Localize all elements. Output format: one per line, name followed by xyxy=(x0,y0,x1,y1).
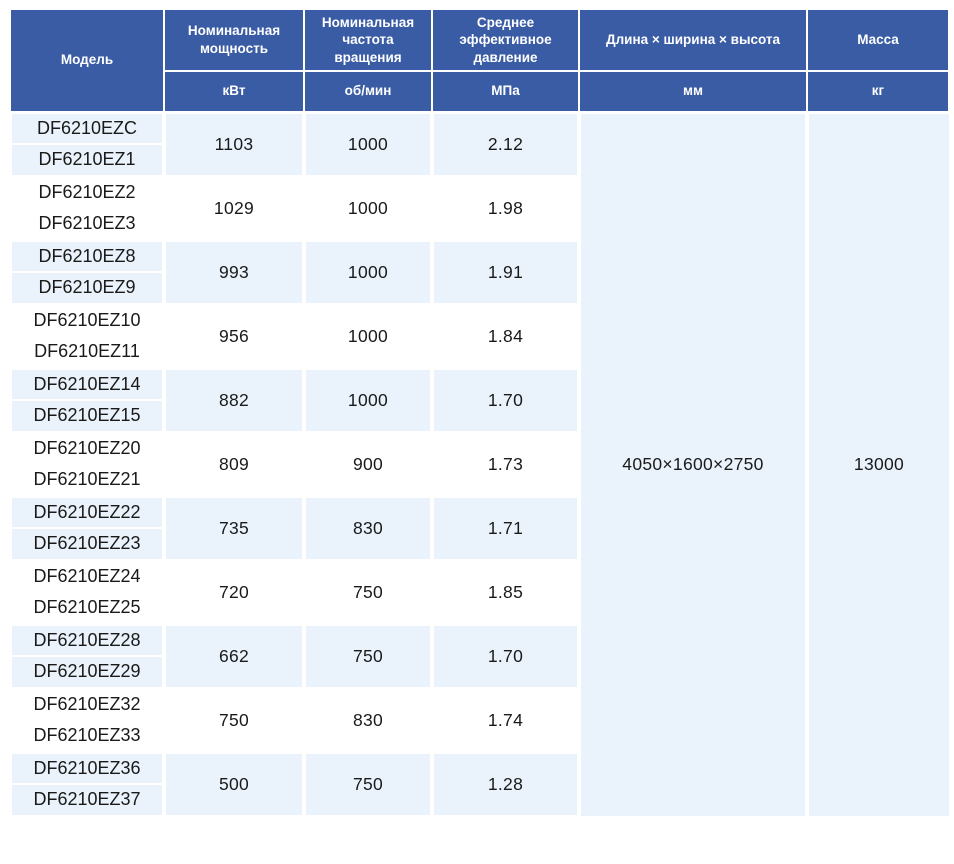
page: Модель Номинальная мощность Номинальная … xyxy=(0,8,954,818)
table-row: DF6210EZC 1103 1000 2.12 4050×1600×2750 13000 xyxy=(8,110,949,816)
speed-cell: 750 xyxy=(302,752,434,818)
table-row: DF6210EZ21 xyxy=(8,464,949,498)
model-cell: DF6210EZ33 xyxy=(8,720,166,754)
table-row: DF6210EZ10 956 1000 1.84 xyxy=(8,304,949,370)
spec-table: Модель Номинальная мощность Номинальная … xyxy=(8,8,950,818)
col-header-model: Модель xyxy=(9,8,165,113)
table-row: DF6210EZ24 720 750 1.85 xyxy=(8,560,949,626)
power-cell: 882 xyxy=(162,368,306,434)
model-cell: DF6210EZ14 xyxy=(8,368,166,401)
speed-cell: 1000 xyxy=(302,240,434,306)
pressure-cell: 2.12 xyxy=(430,110,581,178)
table-row: DF6210EZ32 750 830 1.74 xyxy=(8,688,949,754)
unit-dimensions: мм xyxy=(578,70,808,113)
unit-power: кВт xyxy=(163,70,305,113)
model-cell: DF6210EZ37 xyxy=(8,784,166,818)
pressure-cell: 1.74 xyxy=(430,688,581,754)
model-cell: DF6210EZ10 xyxy=(8,304,166,337)
col-header-speed: Номинальная частота вращения xyxy=(303,8,433,72)
header-label-row: Модель Номинальная мощность Номинальная … xyxy=(9,8,950,113)
speed-cell: 1000 xyxy=(302,304,434,370)
power-cell: 1103 xyxy=(162,110,306,178)
mass-cell: 13000 xyxy=(805,110,949,816)
table-row: DF6210EZ3 xyxy=(8,208,949,242)
pressure-cell: 1.98 xyxy=(430,176,581,242)
model-cell: DF6210EZ24 xyxy=(8,560,166,593)
col-header-power: Номинальная мощность xyxy=(163,8,305,72)
model-cell: DF6210EZ25 xyxy=(8,592,166,626)
table-row: DF6210EZ15 xyxy=(8,400,949,434)
table-row: DF6210EZ29 xyxy=(8,656,949,690)
header-unit-row: кВт об/мин МПа мм кг xyxy=(10,70,950,113)
speed-cell: 1000 xyxy=(302,176,434,242)
model-cell: DF6210EZ32 xyxy=(8,688,166,721)
unit-speed: об/мин xyxy=(303,70,433,113)
table-row: DF6210EZ36 500 750 1.28 xyxy=(8,752,949,818)
table-row: DF6210EZ33 xyxy=(8,720,949,754)
table-row: DF6210EZ28 662 750 1.70 xyxy=(8,624,949,690)
model-cell: DF6210EZ21 xyxy=(8,464,166,498)
table-row: DF6210EZ9 xyxy=(8,272,949,306)
col-header-pressure: Среднее эффективное давление xyxy=(431,8,580,72)
power-cell: 720 xyxy=(162,560,306,626)
power-cell: 809 xyxy=(162,432,306,498)
table-row: DF6210EZ2 1029 1000 1.98 xyxy=(8,176,949,242)
power-cell: 1029 xyxy=(162,176,306,242)
power-cell: 993 xyxy=(162,240,306,306)
pressure-cell: 1.70 xyxy=(430,624,581,690)
speed-cell: 900 xyxy=(302,432,434,498)
model-cell: DF6210EZ11 xyxy=(8,336,166,370)
pressure-cell: 1.28 xyxy=(430,752,581,818)
spec-table-header: Модель Номинальная мощность Номинальная … xyxy=(9,8,950,113)
unit-mass: кг xyxy=(806,70,950,113)
table-row: DF6210EZ11 xyxy=(8,336,949,370)
model-cell: DF6210EZ2 xyxy=(8,176,166,209)
model-cell: DF6210EZ23 xyxy=(8,528,166,562)
model-cell: DF6210EZ29 xyxy=(8,656,166,690)
power-cell: 750 xyxy=(162,688,306,754)
speed-cell: 750 xyxy=(302,560,434,626)
speed-cell: 1000 xyxy=(302,110,434,178)
table-row: DF6210EZ37 xyxy=(8,784,949,818)
col-header-dimensions: Длина × ширина × высота xyxy=(578,8,808,72)
power-cell: 500 xyxy=(162,752,306,818)
pressure-cell: 1.71 xyxy=(430,496,581,562)
speed-cell: 830 xyxy=(302,688,434,754)
model-cell: DF6210EZ20 xyxy=(8,432,166,465)
pressure-cell: 1.70 xyxy=(430,368,581,434)
pressure-cell: 1.84 xyxy=(430,304,581,370)
table-row: DF6210EZ23 xyxy=(8,528,949,562)
spec-table-body: DF6210EZC 1103 1000 2.12 4050×1600×2750 13000… xyxy=(8,110,949,818)
power-cell: 956 xyxy=(162,304,306,370)
model-cell: DF6210EZ36 xyxy=(8,752,166,785)
speed-cell: 830 xyxy=(302,496,434,562)
power-cell: 662 xyxy=(162,624,306,690)
pressure-cell: 1.91 xyxy=(430,240,581,306)
table-row: DF6210EZ1 xyxy=(8,144,949,178)
table-row: DF6210EZ22 735 830 1.71 xyxy=(8,496,949,562)
pressure-cell: 1.85 xyxy=(430,560,581,626)
table-row: DF6210EZ20 809 900 1.73 xyxy=(8,432,949,498)
table-row: DF6210EZ25 xyxy=(8,592,949,626)
unit-pressure: МПа xyxy=(431,70,580,113)
model-cell: DF6210EZC xyxy=(8,110,166,145)
table-row: DF6210EZ8 993 1000 1.91 xyxy=(8,240,949,306)
pressure-cell: 1.73 xyxy=(430,432,581,498)
model-cell: DF6210EZ15 xyxy=(8,400,166,434)
dimensions-cell: 4050×1600×2750 xyxy=(577,110,809,816)
model-cell: DF6210EZ3 xyxy=(8,208,166,242)
model-cell: DF6210EZ8 xyxy=(8,240,166,273)
model-cell: DF6210EZ22 xyxy=(8,496,166,529)
speed-cell: 750 xyxy=(302,624,434,690)
model-cell: DF6210EZ28 xyxy=(8,624,166,657)
table-row: DF6210EZ14 882 1000 1.70 xyxy=(8,368,949,434)
speed-cell: 1000 xyxy=(302,368,434,434)
col-header-mass: Масса xyxy=(806,8,950,72)
model-cell: DF6210EZ9 xyxy=(8,272,166,306)
power-cell: 735 xyxy=(162,496,306,562)
model-cell: DF6210EZ1 xyxy=(8,144,166,178)
